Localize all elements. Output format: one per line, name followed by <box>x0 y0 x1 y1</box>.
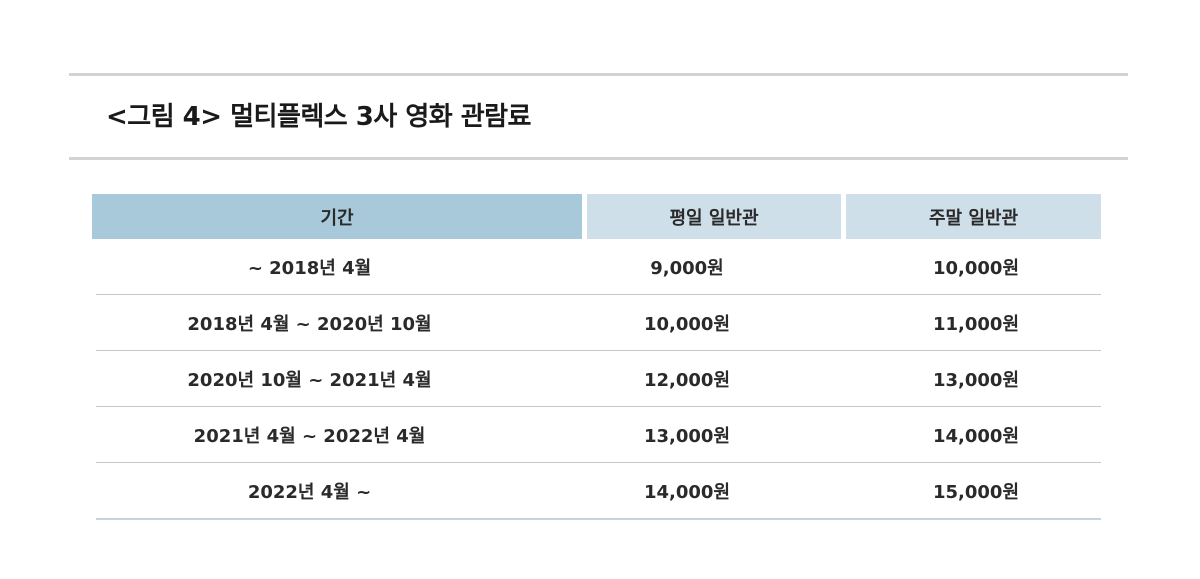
header-weekend-price: 주말 일반관 <box>846 194 1101 239</box>
table-row: ~ 2018년 4월 9,000원 10,000원 <box>96 239 1101 295</box>
cell-period: ~ 2018년 4월 <box>247 257 372 279</box>
cell-weekday-price: 10,000원 <box>643 313 731 335</box>
ticket-price-table: 기간 평일 일반관 주말 일반관 ~ 2018년 4월 9,000원 10,00… <box>92 194 1101 520</box>
cell-weekday-price: 9,000원 <box>650 257 724 279</box>
cell-weekday-price: 13,000원 <box>643 425 731 447</box>
table-row: 2018년 4월 ~ 2020년 10월 10,000원 11,000원 <box>96 295 1101 351</box>
cell-weekday-price: 14,000원 <box>643 481 731 503</box>
table-row: 2022년 4월 ~ 14,000원 15,000원 <box>96 463 1101 520</box>
cell-weekend-price: 15,000원 <box>932 481 1020 503</box>
cell-weekend-price: 11,000원 <box>932 313 1020 335</box>
cell-weekday-price: 12,000원 <box>643 369 731 391</box>
table-body: ~ 2018년 4월 9,000원 10,000원 2018년 4월 ~ 202… <box>96 239 1101 520</box>
table-row: 2020년 10월 ~ 2021년 4월 12,000원 13,000원 <box>96 351 1101 407</box>
cell-weekend-price: 13,000원 <box>932 369 1020 391</box>
figure-title: <그림 4> 멀티플렉스 3사 영화 관람료 <box>106 102 531 132</box>
cell-weekend-price: 10,000원 <box>932 257 1020 279</box>
cell-period: 2020년 10월 ~ 2021년 4월 <box>187 369 432 391</box>
header-period: 기간 <box>92 194 582 239</box>
header-weekday-price: 평일 일반관 <box>587 194 841 239</box>
cell-period: 2018년 4월 ~ 2020년 10월 <box>187 313 432 335</box>
table-row: 2021년 4월 ~ 2022년 4월 13,000원 14,000원 <box>96 407 1101 463</box>
cell-period: 2022년 4월 ~ <box>247 481 372 503</box>
top-divider <box>69 73 1128 76</box>
table-header-row: 기간 평일 일반관 주말 일반관 <box>92 194 1101 239</box>
title-divider <box>69 157 1128 160</box>
cell-weekend-price: 14,000원 <box>932 425 1020 447</box>
cell-period: 2021년 4월 ~ 2022년 4월 <box>193 425 426 447</box>
